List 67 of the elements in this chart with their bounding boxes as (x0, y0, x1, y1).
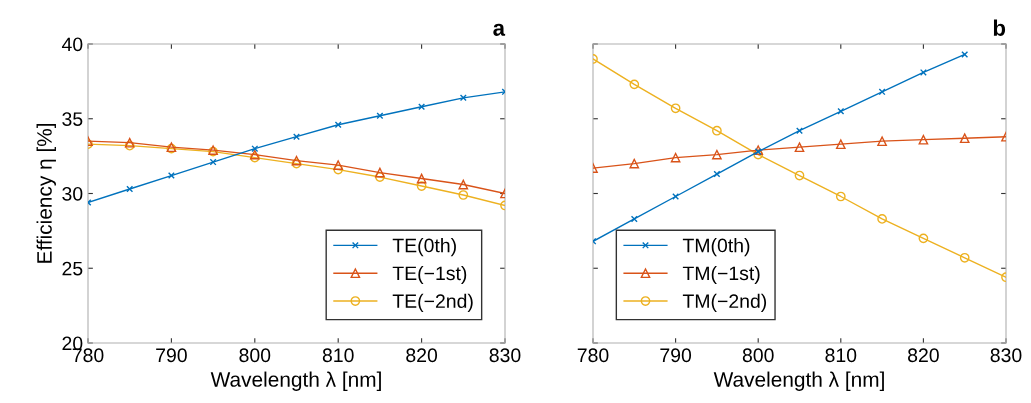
point (835, 191, 846, 202)
x-axis-title: Wavelength λ [nm] (210, 371, 381, 391)
point (629, 79, 640, 90)
point (672, 193, 680, 200)
point (416, 173, 427, 184)
x-tick-label: 790 (660, 348, 692, 363)
point (712, 125, 722, 136)
point (877, 214, 887, 224)
chart-title: b (993, 19, 1006, 36)
chart-title: a (493, 23, 506, 36)
point (629, 158, 640, 169)
x-tick-label: 820 (908, 348, 939, 363)
point (670, 152, 681, 163)
point (961, 50, 969, 58)
x-tick-label: 830 (489, 348, 521, 363)
point (167, 172, 175, 180)
point (794, 170, 805, 181)
x-tick-label: 810 (322, 348, 354, 363)
point (959, 252, 970, 263)
point (251, 145, 259, 153)
x-tick-label: 810 (825, 348, 857, 363)
point (837, 107, 845, 115)
point (418, 103, 426, 111)
point (293, 133, 300, 141)
point (459, 94, 467, 102)
legend-label: TM(0th) (682, 238, 750, 257)
point (670, 103, 681, 114)
point (126, 185, 134, 193)
point (712, 149, 722, 160)
point (375, 172, 385, 182)
point (376, 112, 384, 120)
point (878, 88, 886, 96)
point (334, 121, 342, 129)
point (375, 167, 385, 178)
y-tick-label: 30 (62, 186, 83, 201)
y-axis-title: Efficiency η [%] (36, 123, 56, 263)
x-tick-label: 780 (577, 348, 609, 363)
point (835, 139, 846, 150)
point (753, 149, 764, 160)
legend-label: TE(−2nd) (392, 293, 473, 312)
point (918, 134, 929, 145)
point (796, 127, 803, 135)
point (630, 215, 638, 223)
legend-label: TE(−1st) (392, 265, 467, 285)
point (877, 136, 887, 147)
point (416, 181, 427, 191)
x-tick-label: 830 (990, 348, 1022, 363)
x-tick-label: 790 (156, 348, 187, 363)
point (918, 233, 929, 244)
x-tick-label: 820 (406, 348, 438, 363)
legend-label: TE(0th) (392, 238, 456, 257)
legend-label: TM(−1st) (682, 265, 760, 285)
point (458, 179, 469, 190)
point (333, 160, 344, 170)
line-series (88, 88, 505, 206)
x-axis-title: Wavelength λ [nm] (713, 371, 884, 391)
y-tick-label: 25 (62, 261, 83, 276)
point (333, 164, 344, 175)
point (713, 170, 721, 178)
point (959, 133, 970, 144)
x-tick-label: 800 (239, 348, 271, 363)
point (458, 190, 469, 200)
y-tick-label: 40 (61, 37, 83, 52)
point (794, 142, 805, 153)
y-tick-label: 35 (62, 112, 83, 126)
legend-label: TM(−2nd) (682, 293, 767, 312)
x-tick-label: 800 (742, 348, 774, 363)
